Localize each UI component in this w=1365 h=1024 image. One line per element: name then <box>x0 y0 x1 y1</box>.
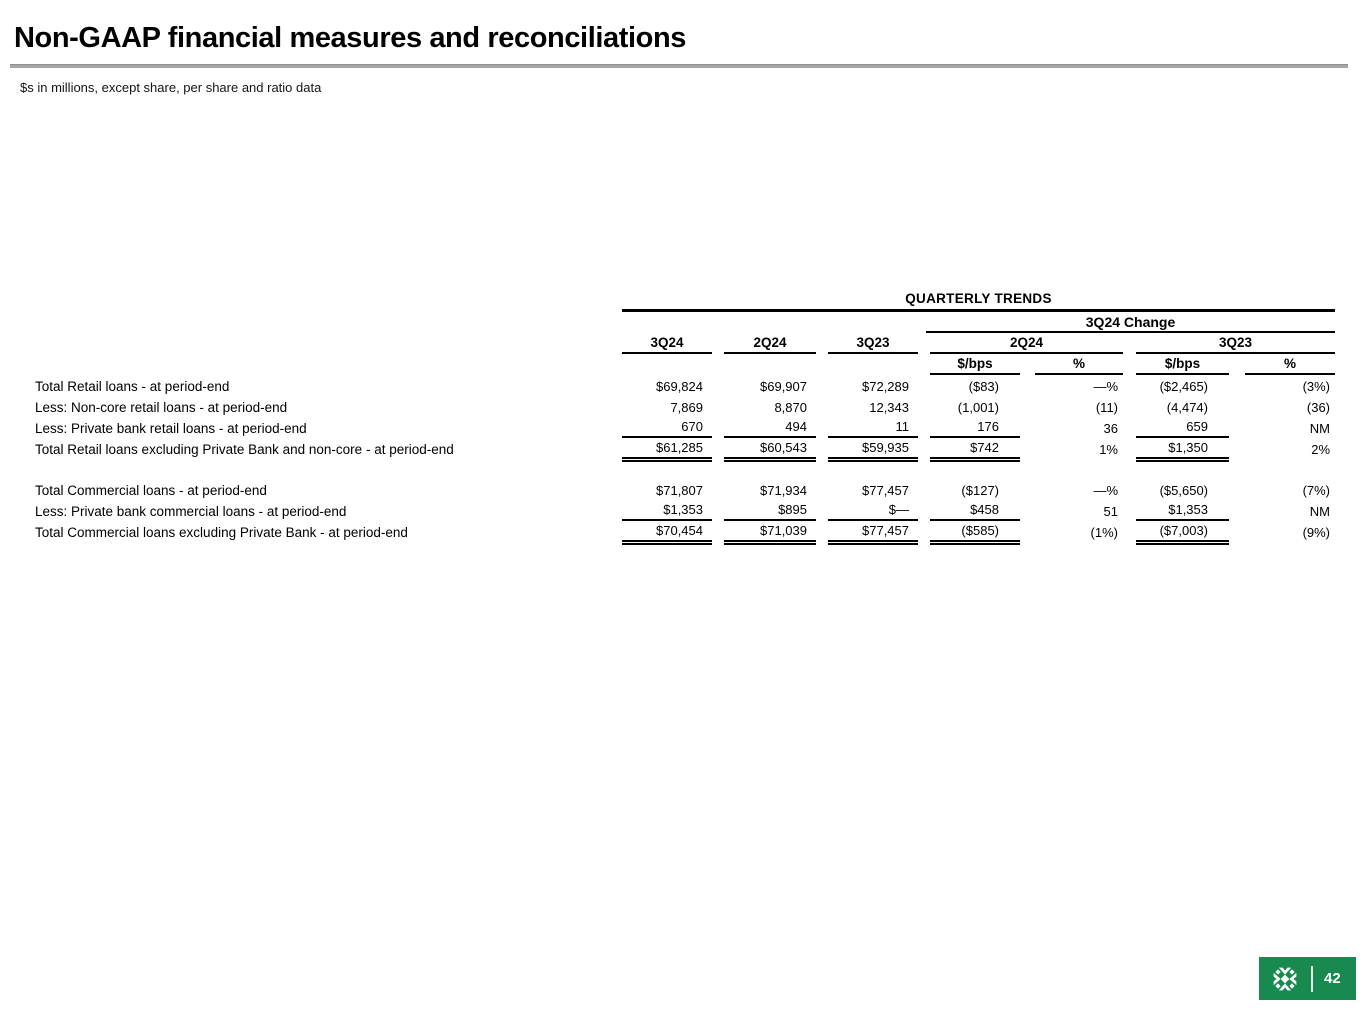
section-spacer <box>35 459 1335 479</box>
cell-value: $742 <box>930 439 1020 462</box>
cell-value: (11) <box>1095 400 1118 415</box>
subheader-pct-3q23: % <box>1245 355 1336 375</box>
cell-value: ($2,465) <box>1159 379 1208 394</box>
cell-value: ($127) <box>961 483 999 498</box>
cell-value: NM <box>1309 504 1331 519</box>
units-note: $s in millions, except share, per share … <box>20 80 322 95</box>
cell-value: 12,343 <box>869 400 909 415</box>
table-row: Total Commercial loans - at period-end $… <box>35 479 1335 500</box>
page-title: Non-GAAP financial measures and reconcil… <box>14 22 687 54</box>
cell-value: 8,870 <box>774 400 807 415</box>
cell-value: 176 <box>930 418 1020 438</box>
table-title-row: QUARTERLY TRENDS <box>35 289 1336 312</box>
row-label: Less: Private bank commercial loans - at… <box>35 504 347 519</box>
cell-value: $69,824 <box>656 379 703 394</box>
cell-value: $1,350 <box>1136 439 1229 462</box>
cell-value: $458 <box>930 501 1020 521</box>
cell-value: (1,001) <box>957 400 999 415</box>
row-label: Less: Private bank retail loans - at per… <box>35 421 307 436</box>
row-label: Total Retail loans - at period-end <box>35 379 230 394</box>
cell-value: $60,543 <box>724 439 816 462</box>
cell-value: $72,289 <box>862 379 909 394</box>
cell-value: (3%) <box>1302 379 1331 394</box>
cell-value: 51 <box>1103 504 1118 519</box>
subheader-row: $/bps % $/bps % <box>35 354 1336 375</box>
subheader-dollar-bps-3q23: $/bps <box>1136 355 1229 375</box>
cell-value: $59,935 <box>828 439 918 462</box>
change-header-row: 3Q24 Change <box>35 311 1336 333</box>
spacer-cell <box>35 289 622 311</box>
change-group-3q23: 3Q23 <box>1136 334 1336 354</box>
cell-value: (36) <box>1306 400 1331 415</box>
cell-value: $1,353 <box>622 501 712 521</box>
cell-value: —% <box>1093 379 1118 394</box>
page-number: 42 <box>1324 970 1341 987</box>
cell-value: —% <box>1093 483 1118 498</box>
title-divider <box>10 64 1348 68</box>
subheader-pct-2q24: % <box>1035 355 1123 375</box>
cell-value: 494 <box>724 418 816 438</box>
table-row: Less: Non-core retail loans - at period-… <box>35 396 1335 417</box>
cell-value: 659 <box>1136 418 1229 438</box>
cell-value: $71,934 <box>760 483 807 498</box>
row-label: Less: Non-core retail loans - at period-… <box>35 400 288 415</box>
citizens-bank-logo-icon <box>1273 967 1297 990</box>
cell-value: $71,807 <box>656 483 703 498</box>
col-header-2q24: 2Q24 <box>724 334 816 354</box>
row-label: Total Commercial loans - at period-end <box>35 483 267 498</box>
cell-value: 1% <box>1099 442 1118 457</box>
cell-value: NM <box>1309 421 1331 436</box>
row-label: Total Commercial loans excluding Private… <box>35 525 408 540</box>
col-header-3q23: 3Q23 <box>828 334 918 354</box>
table-row: Total Retail loans - at period-end $69,8… <box>35 375 1335 396</box>
table-title: QUARTERLY TRENDS <box>622 289 1336 312</box>
cell-value: $— <box>828 501 918 521</box>
cell-value: $61,285 <box>622 439 712 462</box>
change-header: 3Q24 Change <box>926 313 1336 333</box>
table-row: Total Retail loans excluding Private Ban… <box>35 438 1335 462</box>
table-row: Less: Private bank retail loans - at per… <box>35 417 1335 438</box>
cell-value: 670 <box>622 418 712 438</box>
cell-value: $77,457 <box>862 483 909 498</box>
row-label: Total Retail loans excluding Private Ban… <box>35 442 454 457</box>
table-row: Less: Private bank commercial loans - at… <box>35 500 1335 521</box>
cell-value: (7%) <box>1302 483 1331 498</box>
change-group-2q24: 2Q24 <box>930 334 1123 354</box>
cell-value: 36 <box>1103 421 1118 436</box>
cell-value: ($7,003) <box>1136 522 1229 545</box>
cell-value: 2% <box>1311 442 1331 457</box>
col-header-3q24: 3Q24 <box>622 334 712 354</box>
cell-value: $1,353 <box>1136 501 1229 521</box>
cell-value: $71,039 <box>724 522 816 545</box>
cell-value: ($5,650) <box>1159 483 1208 498</box>
cell-value: 7,869 <box>670 400 703 415</box>
cell-value: 11 <box>828 418 918 438</box>
subheader-dollar-bps-2q24: $/bps <box>930 355 1020 375</box>
cell-value: $77,457 <box>828 522 918 545</box>
cell-value: (1%) <box>1090 525 1118 540</box>
cell-value: (9%) <box>1302 525 1331 540</box>
cell-value: (4,474) <box>1166 400 1208 415</box>
cell-value: $70,454 <box>622 522 712 545</box>
logo-divider <box>1311 965 1313 992</box>
cell-value: ($585) <box>930 522 1020 545</box>
cell-value: $69,907 <box>760 379 807 394</box>
cell-value: $895 <box>724 501 816 521</box>
citizens-logo-badge: 42 <box>1259 957 1356 1000</box>
cell-value: ($83) <box>968 379 999 394</box>
reconciliation-table: QUARTERLY TRENDS 3Q24 Change 3Q24 2Q24 3… <box>35 289 1336 545</box>
table-row: Total Commercial loans excluding Private… <box>35 521 1335 545</box>
quarter-header-row: 3Q24 2Q24 3Q23 2Q24 3Q23 <box>35 333 1336 354</box>
